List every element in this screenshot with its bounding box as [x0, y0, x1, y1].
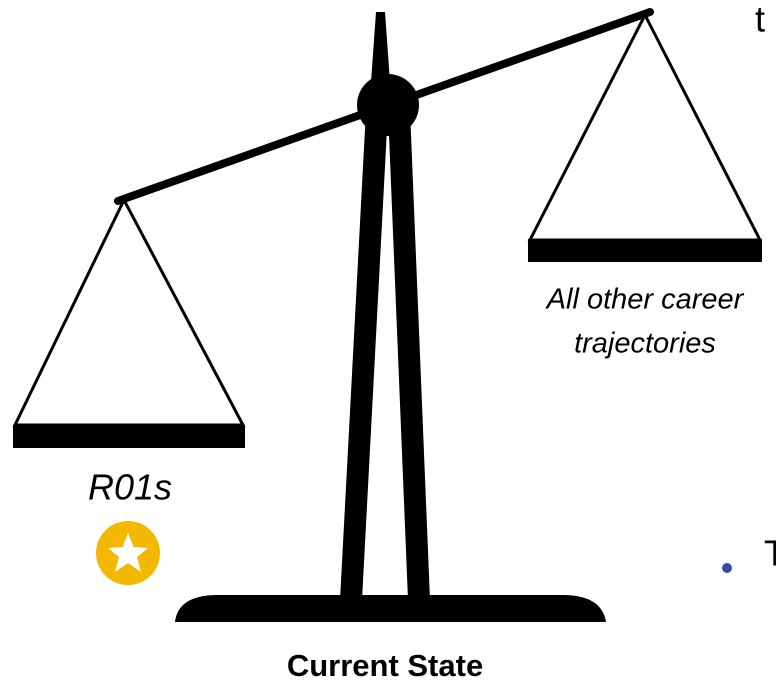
- bullet-dot: [722, 563, 732, 573]
- base: [175, 595, 606, 622]
- left-pan-strings: [12, 196, 246, 427]
- left-leg: [340, 110, 388, 600]
- right-leg: [388, 110, 430, 600]
- pivot: [357, 74, 419, 136]
- cropped-text: t: [755, 0, 765, 40]
- left-label: R01s: [88, 467, 172, 508]
- cropped-text: T: [764, 533, 776, 574]
- right-pan-strings: [527, 11, 763, 242]
- right-label-line: All other career: [545, 284, 745, 316]
- right-pan: [528, 239, 762, 262]
- right-label-line: trajectories: [574, 328, 716, 360]
- caption: Current State: [287, 648, 483, 683]
- star-icon: [108, 533, 148, 572]
- left-pan: [13, 425, 245, 448]
